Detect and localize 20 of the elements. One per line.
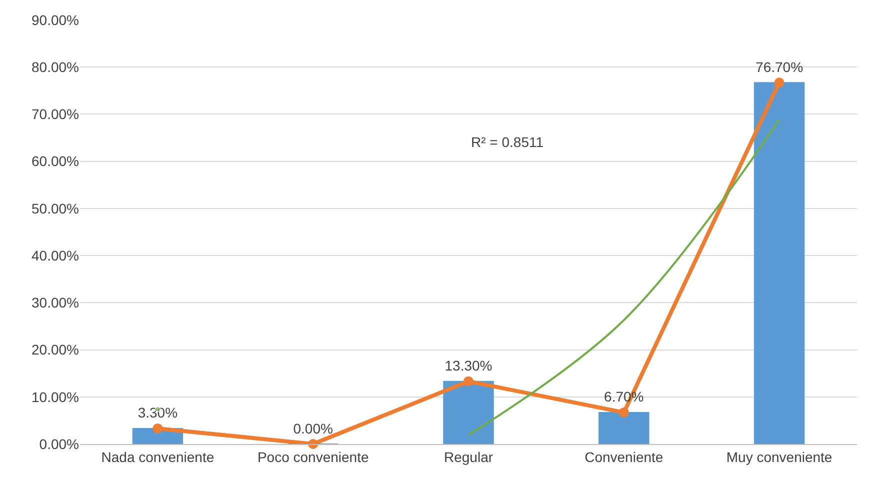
y-tick-label: 50.00% xyxy=(32,200,79,216)
x-tick-label: Muy conveniente xyxy=(726,448,832,465)
x-tick-label: Regular xyxy=(444,448,494,465)
data-label: 0.00% xyxy=(293,420,333,436)
data-label: 3.30% xyxy=(138,404,178,421)
y-tick-label: 60.00% xyxy=(32,153,79,170)
y-tick-label: 10.00% xyxy=(32,388,79,405)
x-tick-label: Nada conveniente xyxy=(101,448,214,465)
y-tick-label: 90.00% xyxy=(32,12,79,28)
x-tick-label: Poco conveniente xyxy=(257,448,369,465)
y-tick-label: 0.00% xyxy=(39,436,79,452)
data-label: 76.70% xyxy=(756,58,804,75)
y-tick-label: 80.00% xyxy=(32,59,79,76)
x-tick-label: Conveniente xyxy=(584,448,664,465)
annotation: R² = 0.8511 xyxy=(471,134,544,150)
y-tick-label: 20.00% xyxy=(32,342,79,358)
data-label: 13.30% xyxy=(444,358,492,374)
y-tick-label: 70.00% xyxy=(32,106,79,122)
y-tick-label: 30.00% xyxy=(32,294,79,311)
y-tick-label: 40.00% xyxy=(32,247,79,264)
